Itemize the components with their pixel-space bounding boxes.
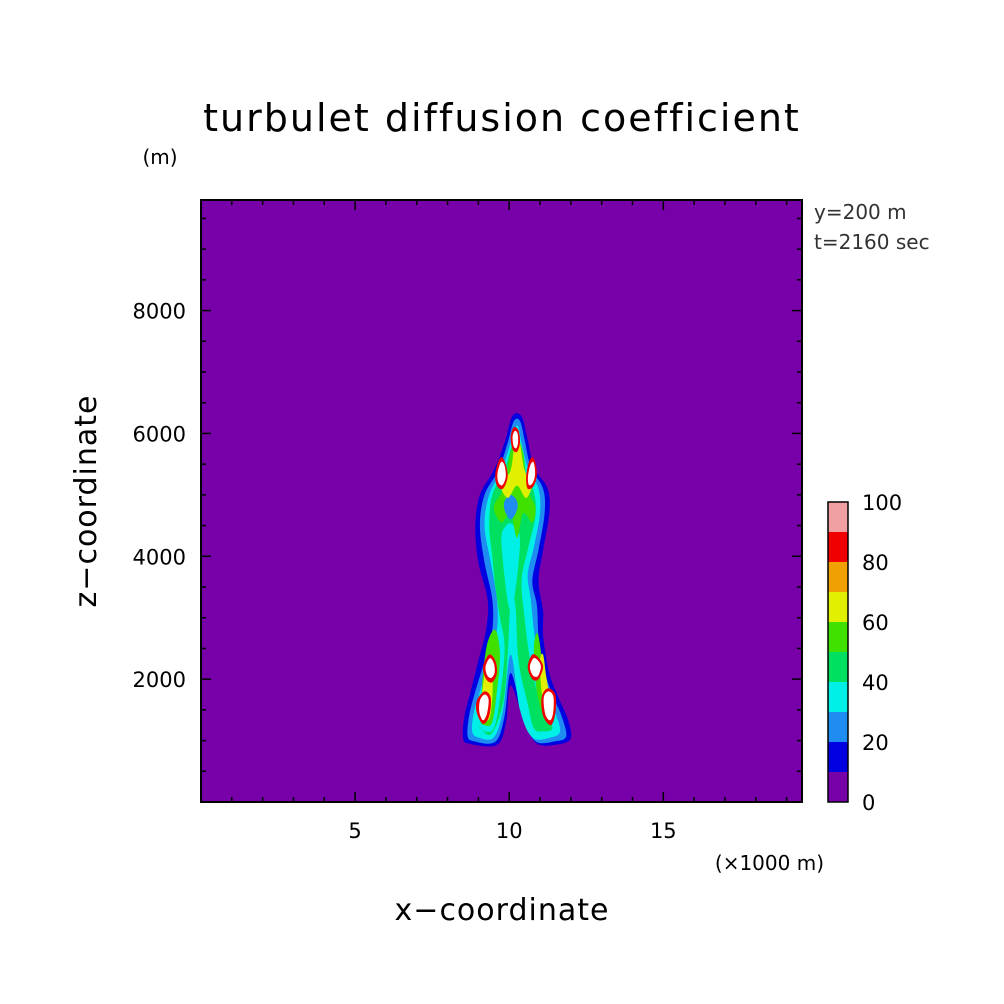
chart-title: turbulet diffusion coefficient	[203, 96, 801, 140]
colorbar-swatch	[828, 742, 848, 772]
colorbar-swatch	[828, 562, 848, 592]
x-axis-label: x−coordinate	[395, 893, 610, 928]
y-tick-label: 4000	[133, 545, 186, 569]
contour-region-100-25	[512, 430, 519, 449]
x-tick-label: 5	[348, 819, 361, 843]
contour-region-30-8	[503, 494, 518, 520]
contour-region-100-15	[485, 658, 495, 679]
axis-ticks	[201, 200, 802, 802]
y-axis-unit: (m)	[142, 145, 177, 169]
plot-area	[200, 199, 803, 803]
x-tick-label: 15	[650, 819, 677, 843]
x-tick-labels: 5 10 15	[348, 819, 676, 843]
y-tick-label: 8000	[133, 300, 186, 324]
annotation-time: t=2160 sec	[814, 230, 930, 254]
colorbar-swatch	[828, 652, 848, 682]
contour-fills	[462, 413, 572, 747]
colorbar-swatch	[828, 592, 848, 622]
colorbar-swatch	[828, 532, 848, 562]
colorbar-swatch	[828, 682, 848, 712]
colorbar-swatch	[828, 712, 848, 742]
contour-region-100-21	[497, 461, 506, 486]
annotation-y-position: y=200 m	[814, 200, 907, 224]
y-tick-labels: 2000 4000 6000 8000	[133, 300, 186, 693]
contour-region-40-4	[501, 523, 521, 612]
contour-region-100-17	[529, 657, 541, 677]
colorbar-swatch	[828, 502, 848, 532]
contour-region-100-19	[543, 691, 554, 721]
plot-frame	[200, 199, 803, 803]
contour-region-100-13	[479, 694, 489, 721]
colorbar-swatch	[828, 772, 848, 802]
colorbar-frame	[827, 501, 849, 803]
colorbar-tick-label: 20	[862, 731, 889, 755]
colorbar-tick-label: 0	[862, 791, 875, 815]
colorbar-swatch	[828, 622, 848, 652]
y-tick-label: 2000	[133, 668, 186, 692]
colorbar-tick-label: 100	[862, 491, 902, 515]
contour-region-100-23	[527, 461, 536, 486]
colorbar-tick-label: 40	[862, 671, 889, 695]
colorbar: 0 20 40 60 80 100	[827, 491, 902, 815]
colorbar-tick-label: 60	[862, 611, 889, 635]
contour-region-60-11	[499, 430, 533, 498]
x-axis-unit: (×1000 m)	[715, 851, 824, 875]
contour-region-50-7	[493, 439, 536, 538]
colorbar-tick-label: 80	[862, 551, 889, 575]
y-axis-label: z−coordinate	[69, 395, 104, 608]
x-tick-label: 10	[496, 819, 523, 843]
y-tick-label: 6000	[133, 422, 186, 446]
